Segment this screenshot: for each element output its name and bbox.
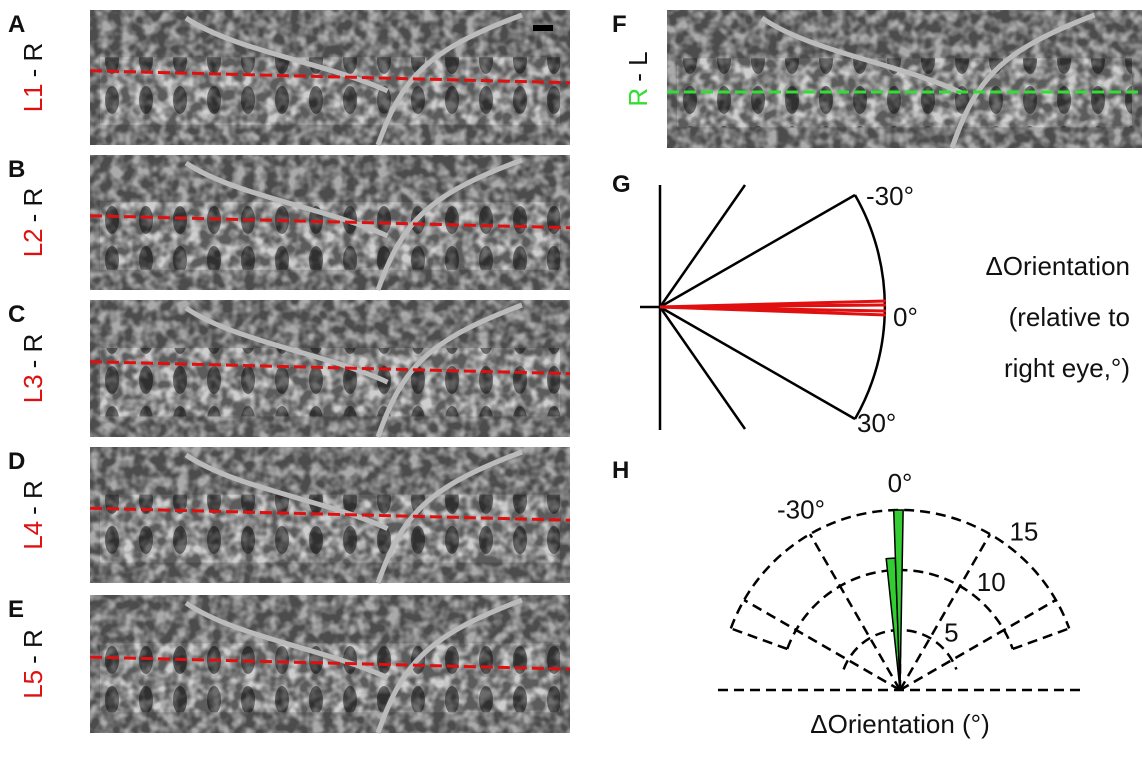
map-noise <box>667 10 1142 148</box>
panel-letter: H <box>612 457 629 484</box>
panel-letter: G <box>612 171 631 198</box>
panel-g-fan <box>640 184 887 430</box>
angle-spoke <box>898 533 992 691</box>
dashed-line <box>89 214 571 230</box>
axis-label: ΔOrientation (°) <box>810 709 990 739</box>
sector-edge <box>730 627 788 651</box>
angle-label: 0° <box>888 468 913 498</box>
sector-edge <box>1012 627 1070 651</box>
angle-label: 0° <box>893 302 918 332</box>
ref-label: - L <box>623 51 653 81</box>
map-label: L5 - R <box>18 629 48 699</box>
radial-tick-label: 5 <box>944 617 958 647</box>
map-label: L1 - R <box>18 43 48 113</box>
axis-label: ΔOrientation <box>985 251 1130 281</box>
panel-letter: F <box>612 11 627 38</box>
map-label: L2 - R <box>18 188 48 258</box>
radial-tick-label: 10 <box>977 567 1006 597</box>
vessels <box>760 12 1096 149</box>
eye-label: L4 <box>18 521 48 550</box>
panel-letter: B <box>8 156 25 183</box>
angle-spoke <box>899 598 1057 692</box>
ref-label: - R <box>18 629 48 664</box>
dashed-line <box>89 69 571 85</box>
eye-label: L5 <box>18 670 48 699</box>
map-label: L3 - R <box>18 334 48 404</box>
radial-tick-label: 15 <box>1009 517 1038 547</box>
angle-label: -30° <box>777 495 825 525</box>
dashed-line <box>89 360 571 376</box>
angle-spoke <box>743 598 901 692</box>
eye-label: R <box>623 88 653 107</box>
vessels <box>184 597 523 734</box>
scale-bar <box>533 25 553 31</box>
radial-grid-arc <box>729 508 1071 629</box>
axis-label: (relative to <box>1009 302 1130 332</box>
ref-label: - R <box>18 43 48 78</box>
eye-label: L3 <box>18 374 48 403</box>
ref-label: - R <box>18 188 48 223</box>
eye-label: L1 <box>18 83 48 112</box>
dashed-line <box>89 655 571 671</box>
angle-label: 30° <box>857 408 896 438</box>
panel-letter: D <box>8 448 25 475</box>
panel-letter: E <box>8 596 24 623</box>
ref-label: - R <box>18 480 48 515</box>
axis-label: right eye,°) <box>1004 353 1130 383</box>
vessels <box>184 157 523 291</box>
vessels <box>184 302 523 438</box>
eye-label: L2 <box>18 228 48 257</box>
panel-letter: C <box>8 301 25 328</box>
vessels <box>184 12 523 146</box>
panel-g-red-lines <box>659 299 887 317</box>
map-label: R - L <box>623 51 653 106</box>
panel-letter: A <box>8 11 25 38</box>
angle-label: -30° <box>866 181 914 211</box>
dashed-line <box>89 506 571 522</box>
vessels <box>184 449 523 584</box>
map-label: L4 - R <box>18 480 48 550</box>
rose-bar <box>892 509 904 691</box>
ref-label: - R <box>18 334 48 369</box>
angle-spoke <box>808 533 902 691</box>
